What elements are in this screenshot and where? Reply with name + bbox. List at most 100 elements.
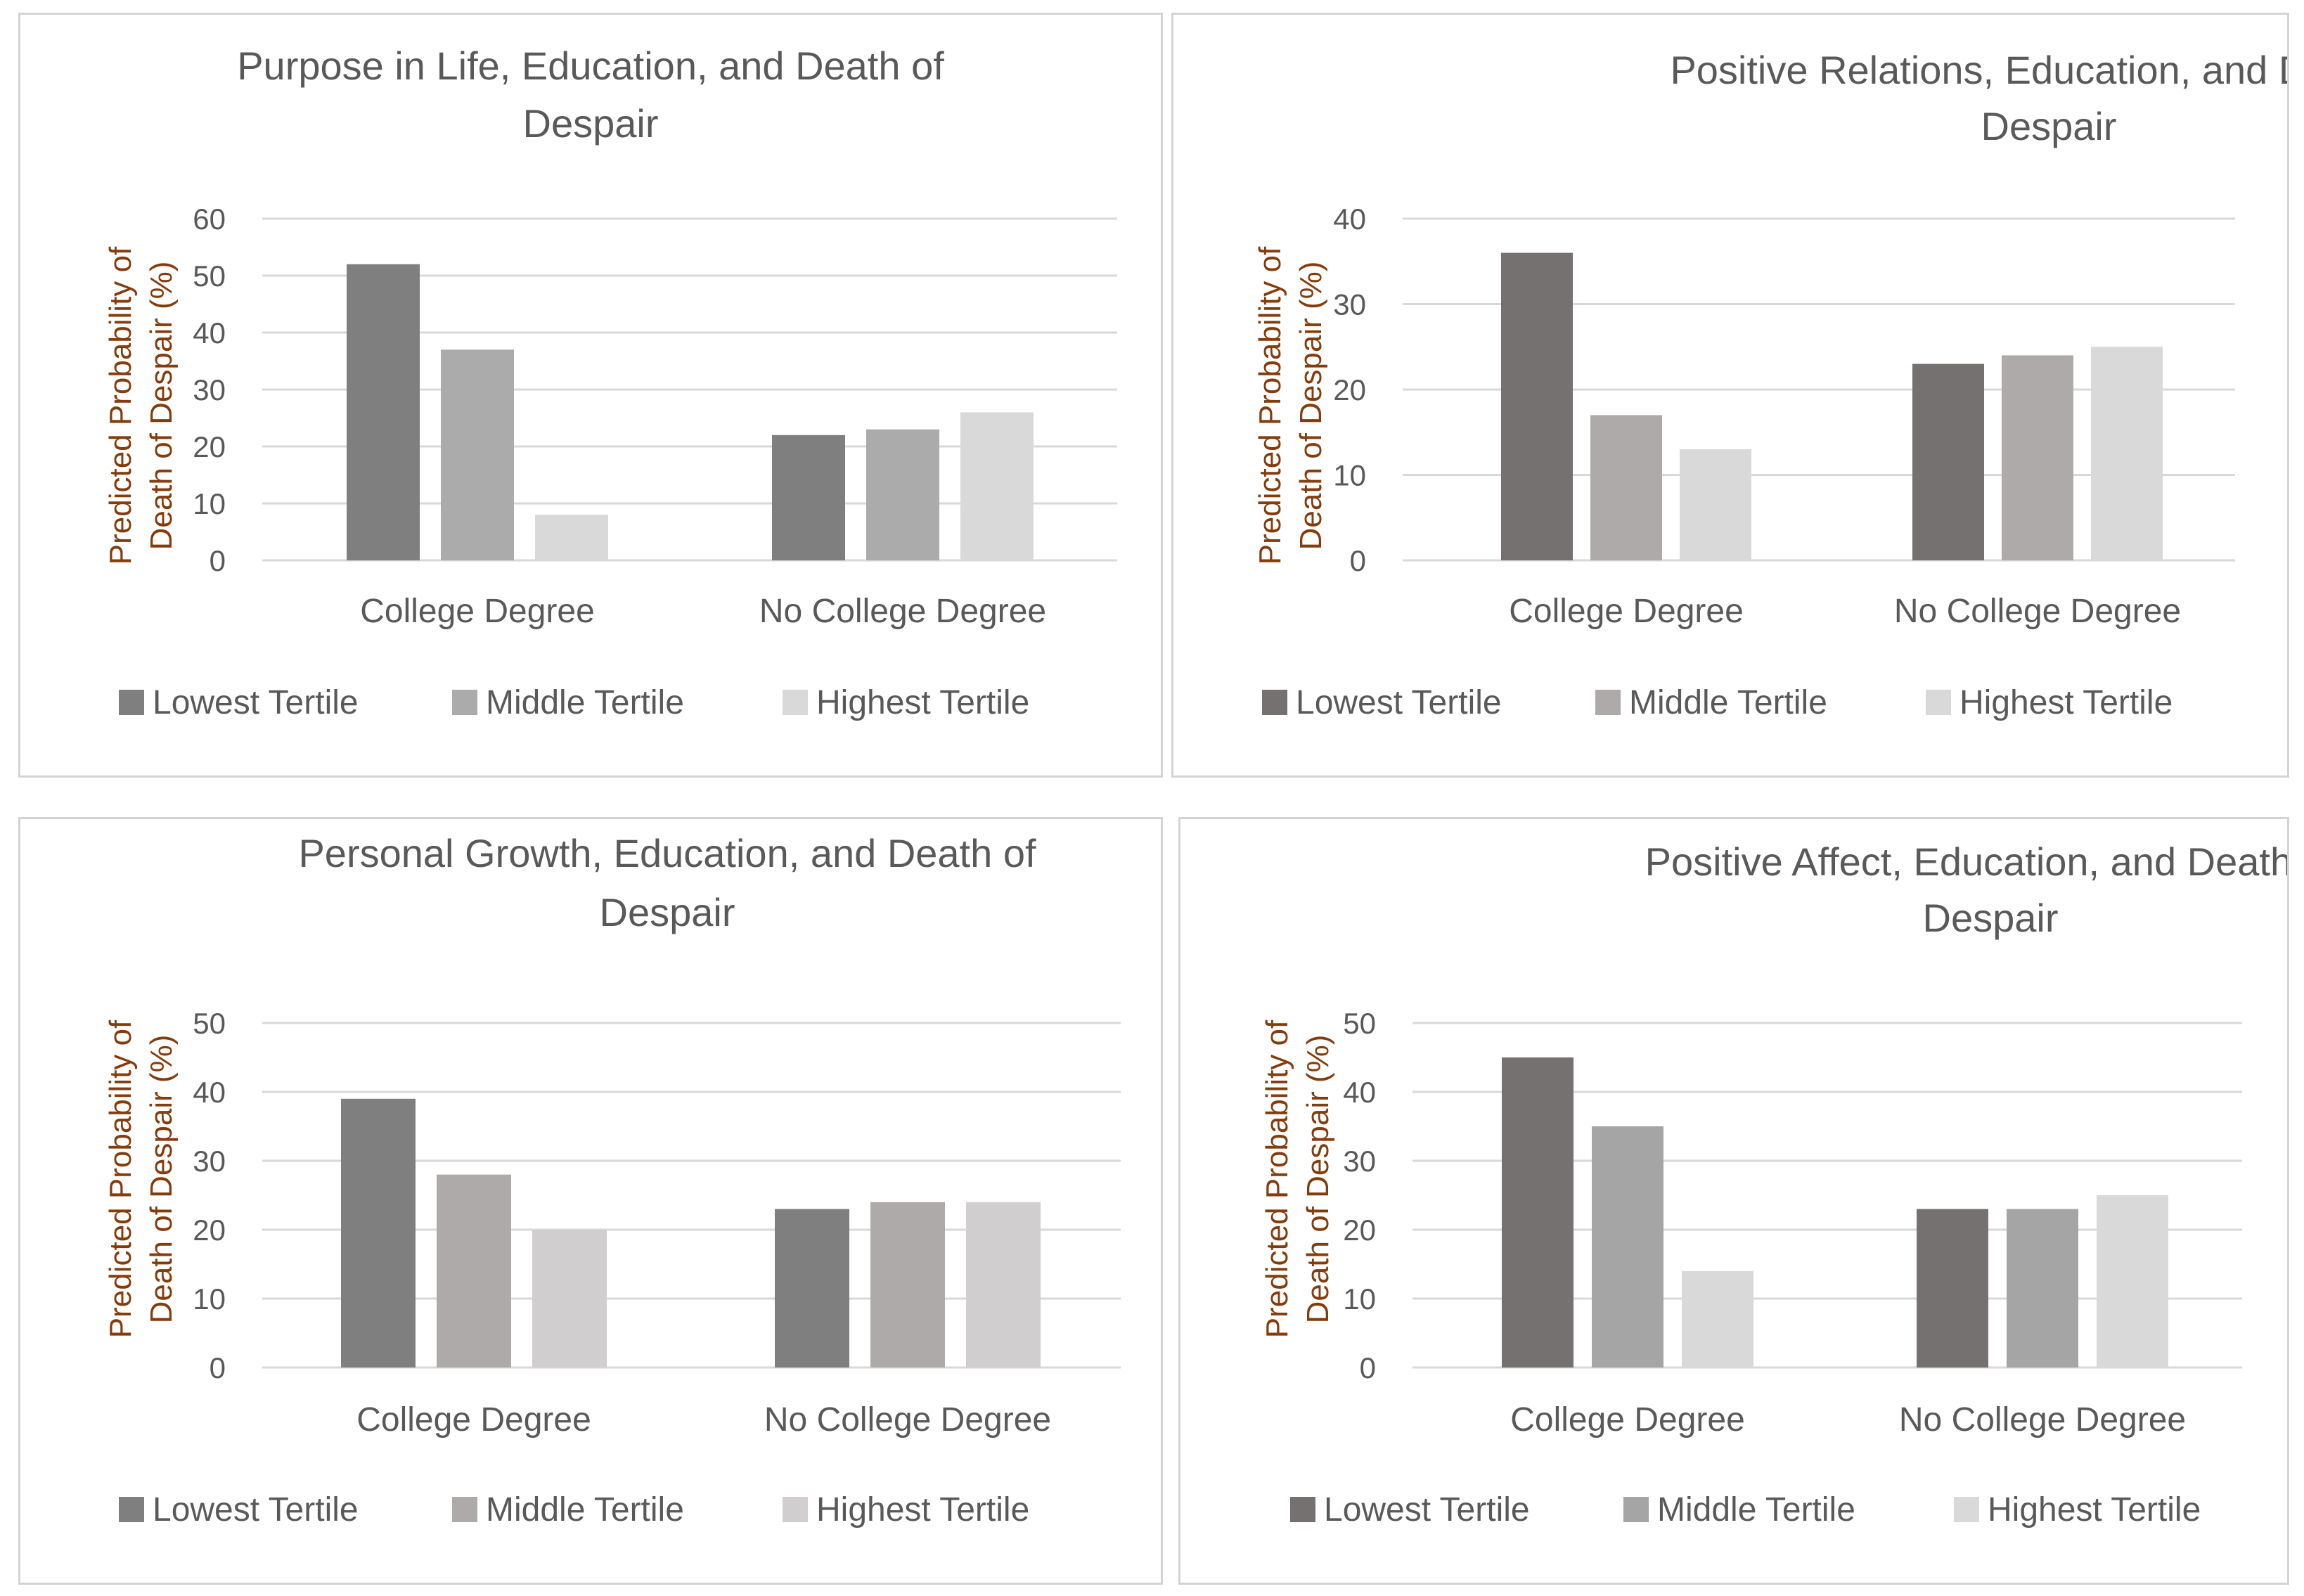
chart-title-line: Positive Relations, Education, and Death… [1670,48,2287,92]
bar-highest-tertile-college-degree [1680,449,1751,560]
chart-title-line: Personal Growth, Education, and Death of [298,831,1036,875]
legend-label: Middle Tertile [486,684,684,721]
y-axis-label-line: Predicted Probability of [1260,1019,1294,1338]
y-tick-label: 50 [1343,1007,1376,1040]
bar-highest-tertile-no-college-degree [966,1202,1041,1367]
legend-label: Highest Tertile [816,684,1029,721]
legend-label: Middle Tertile [486,1491,684,1529]
x-category-label: College Degree [360,593,595,630]
x-category-label: College Degree [356,1401,591,1439]
y-tick-label: 30 [193,373,226,406]
y-tick-label: 60 [193,202,226,236]
legend-swatch [119,1497,144,1522]
legend-swatch [783,1497,808,1522]
x-category-label: No College Degree [759,593,1046,630]
legend-swatch [1954,1497,1979,1522]
bar-middle-tertile-no-college-degree [2007,1209,2078,1367]
legend-label: Lowest Tertile [1296,684,1502,721]
y-axis-label: Predicted Probability of Death of Despair… [1260,1019,1335,1338]
bar-middle-tertile-no-college-degree [866,429,939,560]
y-axis-label-line: Predicted Probability of [1253,246,1287,565]
legend-swatch [783,690,808,715]
y-axis-label-line: Death of Despair (%) [144,1035,179,1324]
y-axis-label: Predicted Probability of Death of Despair… [1253,246,1328,565]
legend-label: Lowest Tertile [1324,1491,1530,1529]
y-tick-label: 50 [193,1007,226,1040]
legend-label: Highest Tertile [1959,684,2173,721]
y-axis-label-line: Death of Despair (%) [144,262,179,551]
y-tick-label: 0 [210,544,226,577]
bar-highest-tertile-no-college-degree [960,412,1034,560]
y-tick-label: 30 [1333,288,1366,321]
y-axis-label-line: Predicted Probability of [103,1019,138,1338]
y-tick-label: 10 [193,487,226,520]
legend-label: Middle Tertile [1629,684,1827,721]
bar-highest-tertile-no-college-degree [2097,1195,2168,1367]
y-tick-label: 50 [193,259,226,292]
bar-highest-tertile-college-degree [1682,1270,1753,1367]
y-tick-label: 20 [1343,1214,1376,1247]
bar-middle-tertile-college-degree [1590,415,1662,560]
chart-svg: Positive Affect, Education, and Death of… [1260,839,2287,1529]
chart-panel-positive-affect: Positive Affect, Education, and Death of… [1178,817,2289,1585]
chart-panel-purpose-in-life: Purpose in Life, Education, and Death of… [18,13,1163,778]
y-axis-label: Predicted Probability of Death of Despair… [103,246,179,565]
bar-highest-tertile-college-degree [532,1230,607,1367]
legend-label: Lowest Tertile [153,684,359,721]
bar-middle-tertile-no-college-degree [870,1202,945,1367]
bar-lowest-tertile-no-college-degree [772,435,845,560]
chart-svg: Positive Relations, Education, and Death… [1253,48,2287,721]
legend-swatch [452,690,477,715]
y-axis-label-line: Death of Despair (%) [1301,1035,1335,1324]
bar-lowest-tertile-no-college-degree [775,1209,849,1367]
y-axis-label-line: Predicted Probability of [103,246,138,565]
chart-svg: Personal Growth, Education, and Death of… [103,831,1121,1529]
chart-title-line: Despair [600,890,735,934]
y-tick-label: 30 [1343,1145,1376,1178]
bar-lowest-tertile-no-college-degree [1912,363,1984,560]
legend-label: Middle Tertile [1657,1491,1855,1529]
bar-middle-tertile-college-degree [1592,1126,1663,1367]
legend-swatch [1926,690,1951,715]
bar-highest-tertile-college-degree [535,515,608,560]
y-tick-label: 20 [1333,373,1366,406]
legend-swatch [1595,690,1621,715]
y-tick-label: 10 [1343,1282,1376,1315]
legend-swatch [1290,1497,1315,1522]
chart-panel-positive-relations: Positive Relations, Education, and Death… [1171,13,2289,778]
chart-title-line: Purpose in Life, Education, and Death of [237,44,944,88]
bar-middle-tertile-no-college-degree [2002,355,2073,560]
bar-lowest-tertile-college-degree [1501,252,1573,560]
y-tick-label: 20 [193,430,226,463]
y-tick-label: 0 [1350,544,1366,577]
legend-label: Lowest Tertile [153,1491,359,1529]
y-tick-label: 40 [1333,202,1366,236]
chart-title-line: Despair [523,101,659,146]
y-tick-label: 0 [210,1351,226,1384]
legend-swatch [119,690,144,715]
bar-middle-tertile-college-degree [441,349,514,560]
legend-label: Highest Tertile [1988,1491,2201,1529]
x-category-label: College Degree [1510,1401,1745,1439]
legend-swatch [452,1497,477,1522]
legend-swatch [1262,690,1287,715]
y-tick-label: 10 [193,1282,226,1315]
bar-lowest-tertile-no-college-degree [1917,1209,1988,1367]
chart-title-line: Positive Affect, Education, and Death of [1645,839,2287,884]
y-tick-label: 40 [193,316,226,349]
y-tick-label: 40 [193,1076,226,1109]
y-tick-label: 20 [193,1214,226,1247]
chart-title-line: Despair [1923,896,2059,940]
bar-lowest-tertile-college-degree [347,264,420,560]
y-tick-label: 30 [193,1145,226,1178]
y-tick-label: 40 [1343,1076,1376,1109]
bar-highest-tertile-no-college-degree [2091,347,2163,560]
x-category-label: College Degree [1509,593,1744,630]
bar-middle-tertile-college-degree [437,1174,511,1367]
bar-lowest-tertile-college-degree [1502,1057,1573,1367]
y-tick-label: 0 [1360,1351,1376,1384]
x-category-label: No College Degree [1894,593,2181,630]
y-axis-label: Predicted Probability of Death of Despair… [103,1019,179,1338]
y-tick-label: 10 [1333,459,1366,492]
legend-swatch [1623,1497,1649,1522]
